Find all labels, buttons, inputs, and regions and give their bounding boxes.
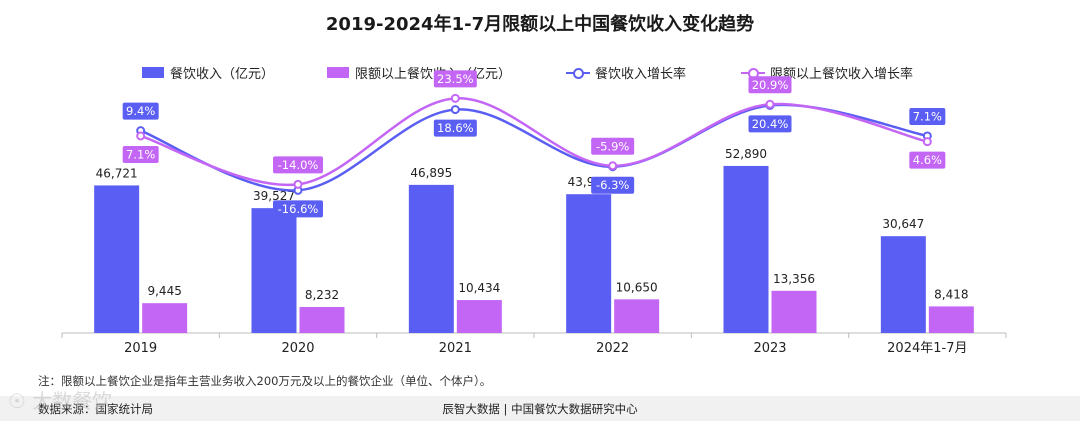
x-tick-label: 2020	[281, 341, 314, 356]
footer-bar	[0, 396, 1080, 421]
growth-label: -14.0%	[278, 158, 319, 172]
point-above-quota-growth	[765, 99, 775, 109]
growth-tag-above-quota	[433, 70, 477, 88]
point-above-quota-growth	[293, 179, 303, 189]
growth-tag-above-quota	[273, 156, 323, 174]
footnote: 注：限额以上餐饮企业是指年主营业务收入200万元及以上的餐饮企业（单位、个体户）…	[38, 374, 492, 388]
bar-value-label: 10,650	[616, 280, 658, 294]
legend-item-dining-growth: 餐饮收入增长率	[566, 63, 686, 82]
legend-swatch-dining-revenue	[142, 67, 164, 78]
point-above-quota-growth	[922, 137, 932, 147]
growth-tag-dining	[122, 102, 159, 120]
growth-label: 20.4%	[752, 117, 789, 131]
legend-item-above-quota-growth: 限额以上餐饮收入增长率	[741, 63, 913, 82]
bar-above-quota-revenue	[771, 290, 817, 333]
bar-above-quota-revenue	[456, 300, 502, 333]
legend-line-dining-growth	[566, 67, 590, 79]
growth-tag-dining	[748, 115, 792, 133]
growth-label: 23.5%	[437, 72, 474, 86]
line-above-quota-growth	[140, 97, 928, 187]
growth-tag-dining	[591, 176, 635, 194]
legend-label: 餐饮收入增长率	[595, 67, 687, 82]
line-dining-growth	[140, 103, 928, 192]
growth-label: 18.6%	[437, 121, 474, 135]
bar-value-label: 13,356	[773, 272, 815, 286]
legend-label: 限额以上餐饮收入增长率	[770, 67, 914, 82]
bar-value-label: 9,445	[147, 284, 181, 298]
growth-tag-dining	[433, 119, 477, 137]
bar-value-label: 46,721	[96, 166, 138, 180]
point-above-quota-growth	[136, 131, 146, 141]
growth-tag-above-quota	[591, 137, 635, 155]
growth-tag-above-quota	[748, 76, 792, 94]
growth-label: 20.9%	[752, 78, 789, 92]
growth-label: 4.6%	[913, 153, 942, 167]
bar-dining-revenue	[94, 185, 140, 333]
growth-tag-above-quota	[909, 151, 946, 169]
growth-label: 7.1%	[126, 147, 155, 161]
bar-value-label: 30,647	[882, 217, 924, 231]
bar-value-label: 10,434	[458, 281, 500, 295]
x-tick-label: 2019	[124, 341, 157, 356]
growth-tag-dining	[273, 200, 323, 218]
growth-label: -6.3%	[596, 178, 629, 192]
bar-value-label: 39,527	[253, 189, 295, 203]
bar-value-label: 8,232	[305, 288, 339, 302]
growth-tag-above-quota	[122, 145, 159, 163]
growth-label: 9.4%	[126, 104, 155, 118]
bar-value-label: 46,895	[410, 166, 452, 180]
bar-above-quota-revenue	[299, 306, 345, 333]
point-above-quota-growth	[608, 161, 618, 171]
legend-label: 餐饮收入（亿元）	[170, 67, 275, 82]
x-tick-label: 2022	[596, 341, 629, 356]
point-above-quota-growth	[450, 93, 460, 103]
bar-value-label: 8,418	[934, 287, 968, 301]
growth-tag-dining	[909, 107, 946, 125]
bar-above-quota-revenue	[614, 299, 660, 333]
legend-swatch-above-quota-revenue	[327, 67, 349, 78]
bar-dining-revenue	[408, 184, 454, 333]
bar-above-quota-revenue	[928, 306, 974, 333]
growth-label: -5.9%	[596, 139, 629, 153]
data-source: 数据来源：国家统计局	[38, 402, 153, 416]
growth-label: 7.1%	[913, 109, 942, 123]
x-tick-label: 2024年1-7月	[887, 341, 967, 356]
bar-value-label: 52,890	[725, 147, 767, 161]
bar-dining-revenue	[880, 236, 926, 333]
bar-dining-revenue	[251, 208, 297, 333]
growth-label: -16.6%	[278, 202, 319, 216]
bar-above-quota-revenue	[142, 303, 188, 333]
bar-dining-revenue	[566, 194, 612, 333]
chart-title: 2019-2024年1-7月限额以上中国餐饮收入变化趋势	[325, 14, 755, 35]
bar-dining-revenue	[723, 165, 769, 333]
watermark-logo: ☉ 大数餐饮	[8, 389, 113, 413]
x-tick-label: 2023	[753, 341, 786, 356]
point-dining-growth	[450, 105, 460, 115]
x-tick-label: 2021	[439, 341, 472, 356]
footer-credit: 辰智大数据 | 中国餐饮大数据研究中心	[442, 402, 638, 416]
legend-item-dining-revenue: 餐饮收入（亿元）	[142, 63, 274, 82]
